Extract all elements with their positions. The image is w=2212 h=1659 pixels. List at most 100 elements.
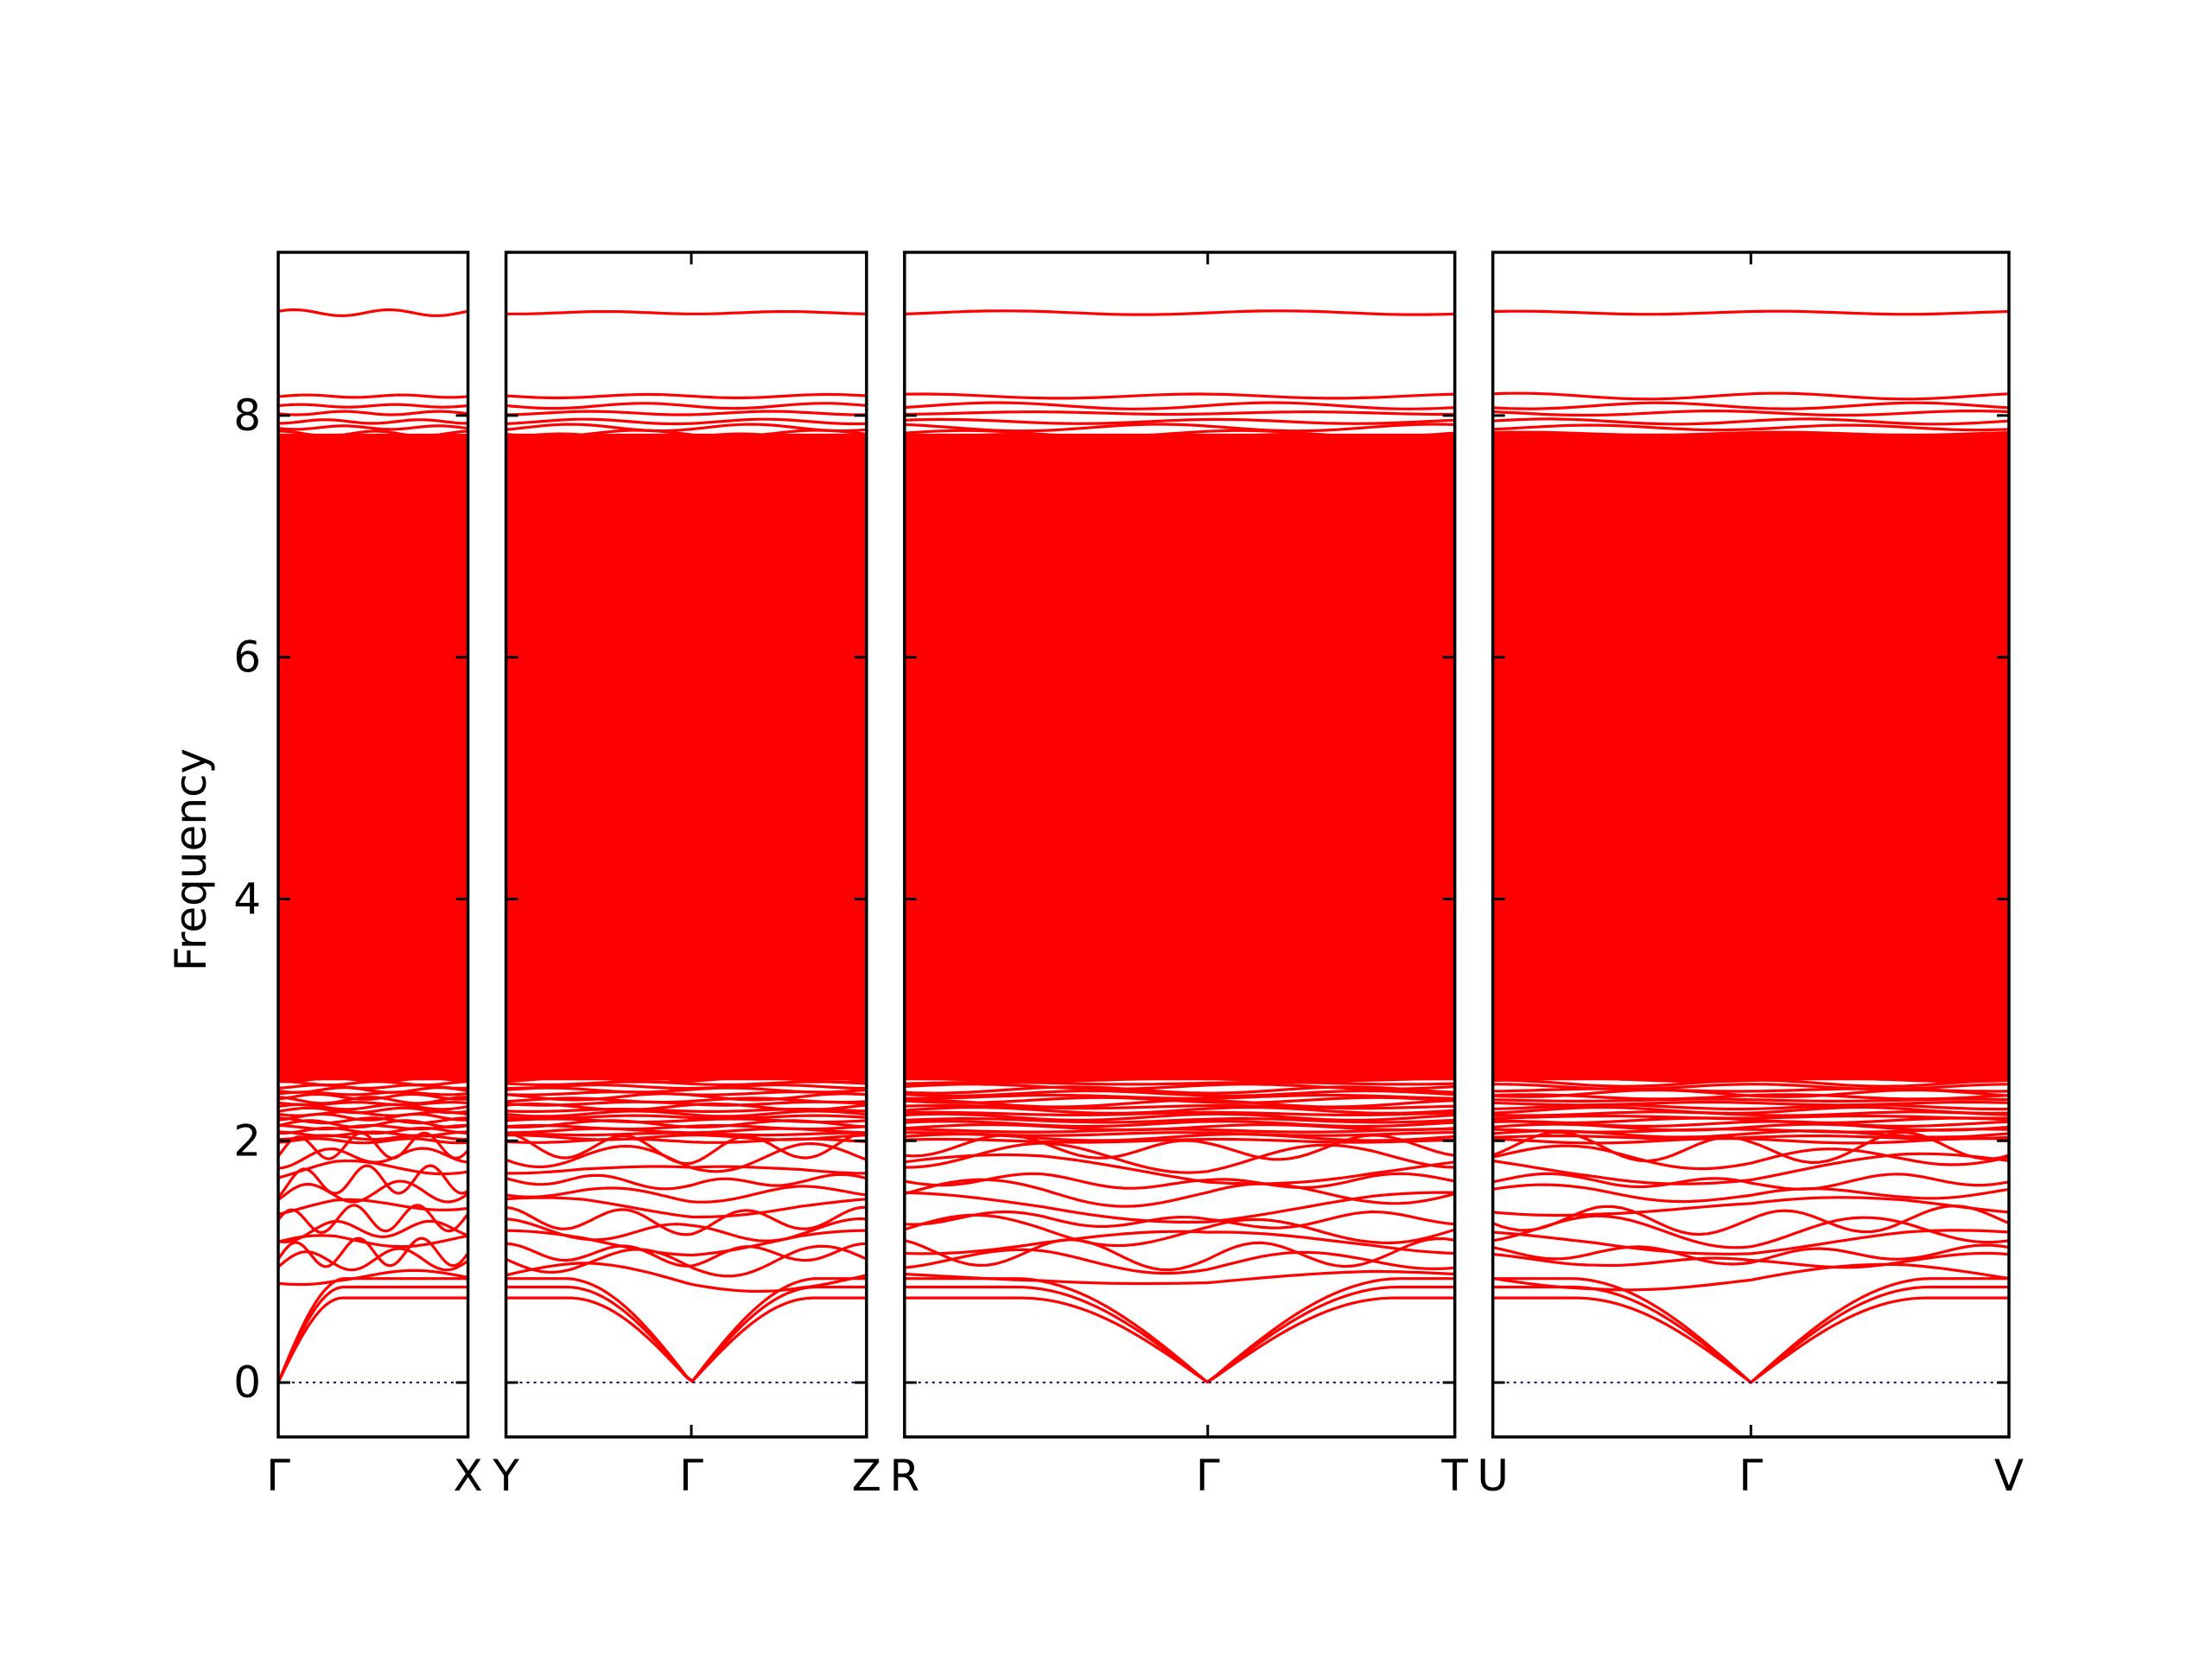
band: [505, 1114, 867, 1121]
band: [904, 1103, 1455, 1110]
band-optical: [1492, 1214, 2009, 1249]
panel-3: ΓR T: [889, 251, 1468, 1501]
band: [904, 1112, 1455, 1122]
band: [1492, 401, 2009, 410]
band-acoustic: [278, 1277, 468, 1383]
band: [278, 424, 468, 431]
band: [1492, 1137, 2009, 1145]
band-optical: [278, 1204, 468, 1234]
y-axis-title: Frequency: [166, 748, 216, 971]
band: [278, 418, 468, 425]
y-tick-label: 2: [233, 1116, 261, 1166]
panel-1: Γ X 0 2 4 6 8: [233, 251, 483, 1501]
band-optical: [1492, 1183, 2009, 1204]
band-acoustic: [278, 1296, 468, 1383]
panels: Γ X 0 2 4 6 8 Γ Y Z Γ R T Γ U V: [233, 251, 2024, 1501]
band-optical: [505, 1185, 867, 1204]
band: [505, 402, 867, 410]
k-label: U: [1477, 1451, 1509, 1501]
band: [1492, 1087, 2009, 1093]
band-optical: [278, 1236, 468, 1268]
band: [278, 308, 468, 317]
band-optical: [904, 1178, 1455, 1208]
band-optical: [278, 1147, 468, 1170]
band: [904, 1123, 1455, 1132]
k-label: Y: [492, 1451, 519, 1501]
band-optical: [505, 1173, 867, 1191]
band-optical: [904, 1269, 1455, 1286]
panel-frame: [504, 251, 868, 1439]
k-label: Γ: [1738, 1451, 1763, 1501]
band: [904, 1117, 1455, 1124]
k-label: Γ: [266, 1451, 290, 1501]
band-optical: [904, 1191, 1455, 1224]
band-acoustic: [505, 1285, 867, 1383]
panel-2: ΓY Z: [492, 251, 881, 1501]
y-tick-label: 0: [233, 1357, 261, 1408]
band: [278, 1096, 468, 1105]
band: [904, 423, 1455, 433]
band: [904, 1080, 1455, 1086]
band: [505, 1096, 867, 1104]
band: [278, 1137, 468, 1145]
band: [278, 1092, 468, 1101]
band: [505, 1086, 867, 1094]
band: [278, 1101, 468, 1107]
band: [1492, 423, 2009, 432]
band: [278, 410, 468, 416]
k-label: Γ: [1196, 1451, 1220, 1501]
bands-panel-3: [904, 309, 1455, 1384]
band-acoustic: [278, 1285, 468, 1383]
band: [904, 417, 1455, 425]
panel-4: ΓU V: [1477, 251, 2024, 1501]
y-tick-label: 4: [233, 874, 261, 924]
band: [904, 1089, 1455, 1097]
band-optical: [1492, 1262, 2009, 1292]
band: [505, 423, 867, 433]
band-optical: [1492, 1172, 2009, 1191]
band-optical: [505, 1165, 867, 1175]
band-optical: [505, 1196, 867, 1219]
band-acoustic: [904, 1296, 1455, 1384]
k-label: Z: [852, 1451, 881, 1501]
band-manifold-fill: [1492, 433, 2009, 1081]
panel-frame: [903, 251, 1457, 1439]
band-optical: [904, 1153, 1455, 1185]
band-optical: [1492, 1251, 2009, 1269]
k-label: T: [1440, 1451, 1468, 1501]
band-acoustic: [1492, 1277, 2009, 1384]
band-optical: [505, 1242, 867, 1268]
band: [1492, 1116, 2009, 1124]
band: [904, 1085, 1455, 1095]
band: [904, 1137, 1455, 1144]
band-optical: [1492, 1152, 2009, 1185]
band-optical: [278, 1268, 468, 1287]
band: [505, 1134, 867, 1141]
band: [1492, 1135, 2009, 1141]
band-optical: [505, 1262, 867, 1294]
band-acoustic: [505, 1296, 867, 1383]
band-optical: [904, 1248, 1455, 1275]
band-acoustic: [1492, 1285, 2009, 1384]
band-optical: [904, 1210, 1455, 1230]
bands-panel-4: [1492, 309, 2009, 1384]
band-optical: [505, 1217, 867, 1243]
band-optical: [904, 1230, 1455, 1255]
band: [904, 1120, 1455, 1128]
band-optical: [278, 1164, 468, 1198]
band: [904, 1083, 1455, 1090]
k-label: R: [889, 1451, 919, 1501]
band: [904, 410, 1455, 416]
bands-panel-2: [505, 310, 867, 1383]
band: [505, 410, 867, 416]
k-label: Γ: [679, 1451, 703, 1501]
band-acoustic: [904, 1285, 1455, 1384]
band: [1492, 391, 2009, 401]
band: [1492, 410, 2009, 417]
band-optical: [1492, 1205, 2009, 1236]
band-optical: [505, 1132, 867, 1166]
band: [1492, 1101, 2009, 1107]
band-manifold-fill: [904, 433, 1455, 1081]
band-optical: [1492, 1243, 2009, 1266]
band: [278, 393, 468, 399]
